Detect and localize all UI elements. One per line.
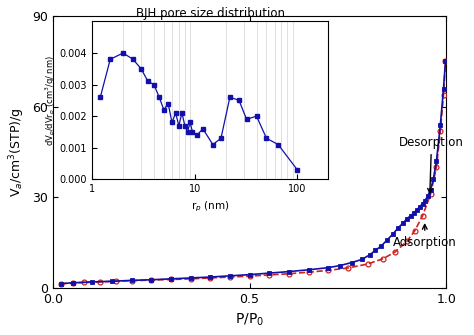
Text: Adsorption: Adsorption [393, 224, 457, 249]
Text: Desorption: Desorption [399, 136, 464, 193]
Y-axis label: V$_a$/cm$^3$(STP)/g: V$_a$/cm$^3$(STP)/g [7, 107, 27, 197]
X-axis label: P/P$_0$: P/P$_0$ [235, 312, 264, 328]
